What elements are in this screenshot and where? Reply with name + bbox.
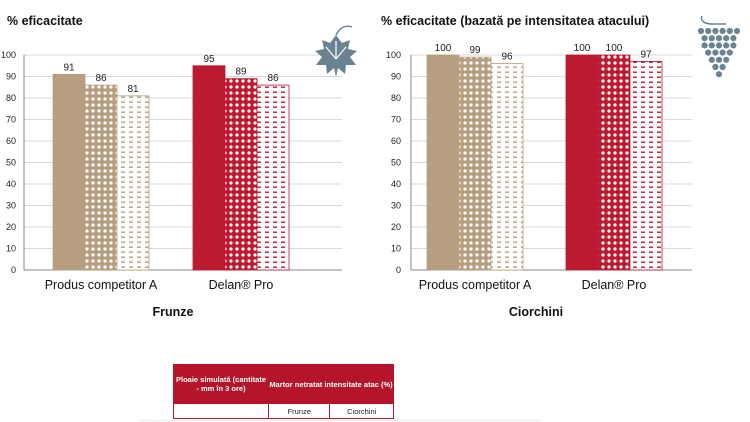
grape-berry	[705, 27, 712, 35]
rain-value-cell	[173, 403, 269, 419]
grape-berry	[712, 27, 719, 35]
ciorchini-bar	[426, 54, 460, 271]
grape-berry	[708, 56, 715, 63]
grape-berry	[719, 49, 726, 56]
grape-berry	[715, 42, 723, 49]
trial-conditions-table: Ploaie simulată (cantitate - mm în 3 ore…	[173, 364, 394, 419]
subheader-ciorchini: Ciorchini	[329, 403, 394, 419]
ciorchini-category-label: Delan® Pro	[582, 278, 647, 292]
ciorchini-y-tick-label: 50	[391, 158, 401, 168]
frunze-bar	[256, 84, 290, 271]
grape-berry	[715, 56, 723, 63]
frunze-y-tick-label: 0	[11, 265, 16, 275]
grape-berry	[719, 27, 726, 35]
ciorchini-y-tick-label: 30	[391, 201, 401, 211]
ciorchini-y-tick-label: 0	[396, 265, 401, 275]
grape-berry	[708, 35, 715, 42]
frunze-bar	[192, 65, 226, 271]
grape-berry	[723, 56, 730, 63]
ciorchini-bar	[597, 54, 631, 271]
grape-berry	[712, 63, 719, 71]
ciorchini-y-tick-label: 40	[391, 179, 401, 189]
frunze-x-axis-label: Frunze	[153, 305, 194, 319]
frunze-data-label: 86	[95, 73, 107, 84]
grape-berry	[726, 49, 733, 56]
grape-berry	[719, 63, 726, 71]
right-chart-title: % eficacitate (bazată pe intensitatea at…	[381, 14, 650, 28]
frunze-data-label: 86	[267, 73, 279, 84]
grape-berry	[712, 49, 719, 56]
ciorchini-y-tick-label: 70	[391, 115, 401, 125]
left-chart-title: % eficacitate	[7, 14, 83, 28]
ciorchini-bar	[458, 56, 492, 271]
ciorchini-y-tick-label: 90	[391, 72, 401, 82]
frunze-y-tick-label: 40	[6, 179, 16, 189]
ciorchini-y-tick-label: 20	[391, 222, 401, 232]
frunze-category-label: Produs competitor A	[45, 278, 158, 292]
ciorchini-y-tick-label: 10	[391, 244, 401, 254]
frunze-data-label: 95	[203, 54, 215, 65]
grape-berry	[733, 27, 741, 35]
ciorchini-y-tick-label: 80	[391, 93, 401, 103]
grape-berry	[701, 42, 708, 49]
frunze-bar	[52, 73, 86, 271]
grape-berry	[715, 71, 723, 78]
ciorchini-y-tick-label: 100	[386, 50, 401, 60]
ciorchini-bar	[629, 61, 663, 271]
subheader-frunze: Frunze	[267, 403, 331, 419]
ciorchini-data-label: 97	[640, 49, 652, 60]
frunze-y-tick-label: 60	[6, 136, 16, 146]
grape-berry	[730, 35, 737, 42]
grape-berry	[715, 35, 723, 42]
frunze-y-tick-label: 50	[6, 158, 16, 168]
ciorchini-data-label: 100	[435, 43, 452, 54]
ciorchini-bar	[490, 63, 524, 271]
frunze-y-tick-label: 20	[6, 222, 16, 232]
frunze-y-tick-label: 70	[6, 115, 16, 125]
frunze-category-label: Delan® Pro	[209, 278, 274, 292]
frunze-data-label: 81	[127, 84, 139, 95]
frunze-bar	[224, 78, 258, 271]
ciorchini-data-label: 100	[606, 43, 623, 54]
ciorchini-category-label: Produs competitor A	[419, 278, 532, 292]
grape-bunch-icon	[697, 15, 741, 78]
vine-leaf-icon	[315, 25, 357, 85]
frunze-data-label: 91	[63, 62, 75, 73]
frunze-y-tick-label: 10	[6, 244, 16, 254]
ciorchini-data-label: 100	[574, 43, 591, 54]
ciorchini-bar	[565, 54, 599, 271]
ciorchini-data-label: 99	[469, 45, 481, 56]
grape-berry	[723, 35, 730, 42]
rain-header: Ploaie simulată (cantitate - mm în 3 ore…	[173, 364, 269, 404]
ciorchini-data-label: 96	[501, 52, 513, 63]
frunze-y-tick-label: 100	[1, 50, 16, 60]
grape-berry	[726, 27, 733, 35]
frunze-y-tick-label: 30	[6, 201, 16, 211]
frunze-data-label: 89	[235, 67, 247, 78]
ciorchini-x-axis-label: Ciorchini	[509, 305, 563, 319]
page-divider	[140, 420, 540, 421]
frunze-bar	[84, 84, 118, 271]
frunze-y-tick-label: 80	[6, 93, 16, 103]
frunze-bar	[116, 95, 150, 271]
grape-berry	[708, 42, 715, 49]
grape-berry	[730, 42, 737, 49]
frunze-y-tick-label: 90	[6, 72, 16, 82]
ciorchini-y-tick-label: 60	[391, 136, 401, 146]
untreated-control-header: Martor netratat intensitate atac (%)	[268, 364, 394, 404]
grape-berry	[705, 49, 712, 56]
grape-berry	[697, 27, 705, 35]
grape-berry	[723, 42, 730, 49]
grape-berry	[701, 35, 708, 42]
